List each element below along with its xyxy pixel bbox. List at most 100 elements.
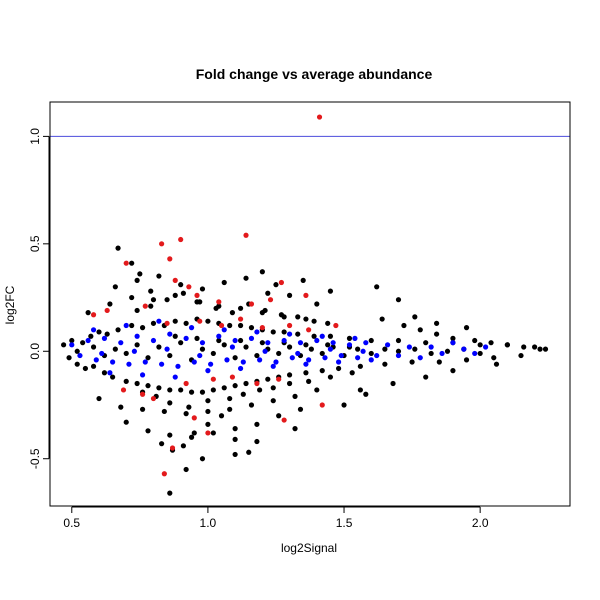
data-point — [355, 355, 361, 361]
data-point — [178, 340, 184, 346]
x-axis: 0.5 1.0 1.5 2.0 — [63, 506, 489, 530]
data-point — [216, 333, 222, 339]
data-point — [139, 372, 146, 378]
data-point — [161, 408, 167, 415]
data-point — [335, 365, 342, 372]
x-tick-label: 1.0 — [200, 516, 217, 530]
data-point — [434, 320, 440, 326]
data-point — [156, 344, 162, 350]
data-point — [93, 357, 99, 363]
data-point — [243, 275, 249, 281]
data-point — [66, 355, 72, 361]
data-point — [463, 357, 470, 363]
data-point — [292, 426, 298, 432]
data-point — [237, 365, 244, 372]
data-point — [450, 340, 456, 346]
data-point — [164, 320, 170, 326]
data-point — [341, 402, 347, 408]
data-point — [248, 335, 255, 341]
data-point — [281, 417, 287, 423]
data-point — [265, 290, 271, 296]
data-point — [311, 333, 317, 339]
data-point — [232, 426, 238, 432]
data-point — [281, 337, 287, 344]
data-point — [180, 290, 186, 296]
data-point — [145, 355, 151, 361]
data-point — [156, 385, 162, 391]
data-point — [134, 342, 140, 348]
data-point — [191, 415, 197, 421]
data-point — [237, 316, 244, 322]
data-point — [232, 337, 238, 344]
data-point — [308, 346, 314, 352]
data-point — [292, 393, 298, 399]
data-point — [395, 352, 402, 359]
data-point — [314, 387, 320, 393]
data-point — [82, 365, 88, 372]
data-point — [197, 352, 203, 359]
data-point — [123, 350, 129, 357]
data-point — [221, 327, 227, 333]
data-point — [123, 322, 129, 329]
data-point — [112, 284, 118, 290]
data-point — [327, 288, 334, 294]
data-point — [379, 316, 385, 322]
data-point — [205, 408, 211, 415]
data-point — [232, 355, 238, 361]
data-point — [472, 350, 478, 357]
data-point — [333, 322, 339, 329]
data-point — [175, 363, 181, 369]
data-point — [199, 346, 206, 352]
data-point — [150, 320, 157, 326]
data-point — [254, 421, 260, 427]
data-point — [183, 411, 189, 417]
data-point — [112, 346, 118, 352]
data-point — [188, 325, 195, 331]
data-point — [137, 271, 143, 277]
data-point — [210, 376, 216, 382]
data-point — [483, 344, 489, 350]
data-point — [360, 348, 366, 354]
data-point — [444, 348, 451, 354]
data-point — [295, 350, 301, 357]
data-point — [142, 359, 148, 365]
data-point — [254, 329, 260, 335]
data-point — [164, 297, 170, 303]
data-point — [450, 335, 456, 341]
data-point — [412, 346, 418, 352]
data-point — [254, 438, 260, 445]
data-point — [491, 355, 497, 361]
data-point — [74, 361, 80, 367]
data-point — [183, 320, 189, 326]
data-point — [191, 359, 197, 365]
data-point — [183, 466, 189, 473]
data-point — [286, 292, 293, 298]
data-point — [134, 277, 140, 283]
data-point — [346, 342, 353, 348]
data-point — [254, 352, 260, 359]
data-point — [537, 346, 543, 352]
data-point — [218, 322, 225, 329]
data-point — [374, 352, 380, 359]
data-point — [306, 357, 312, 363]
data-point — [186, 404, 192, 410]
data-point — [167, 387, 173, 393]
data-point — [382, 346, 388, 352]
data-point — [276, 350, 282, 357]
data-point — [145, 383, 151, 389]
data-point — [368, 350, 374, 357]
data-point — [172, 333, 178, 339]
data-point — [327, 346, 334, 352]
data-point — [303, 292, 309, 298]
data-point — [221, 342, 227, 348]
data-point — [267, 297, 274, 303]
data-point — [259, 269, 265, 275]
data-point — [69, 337, 75, 344]
data-point — [417, 355, 423, 361]
data-point — [199, 286, 206, 292]
data-point — [90, 312, 97, 318]
data-point — [221, 385, 227, 391]
data-point — [134, 333, 140, 339]
data-point — [532, 344, 538, 350]
data-point — [319, 350, 325, 357]
